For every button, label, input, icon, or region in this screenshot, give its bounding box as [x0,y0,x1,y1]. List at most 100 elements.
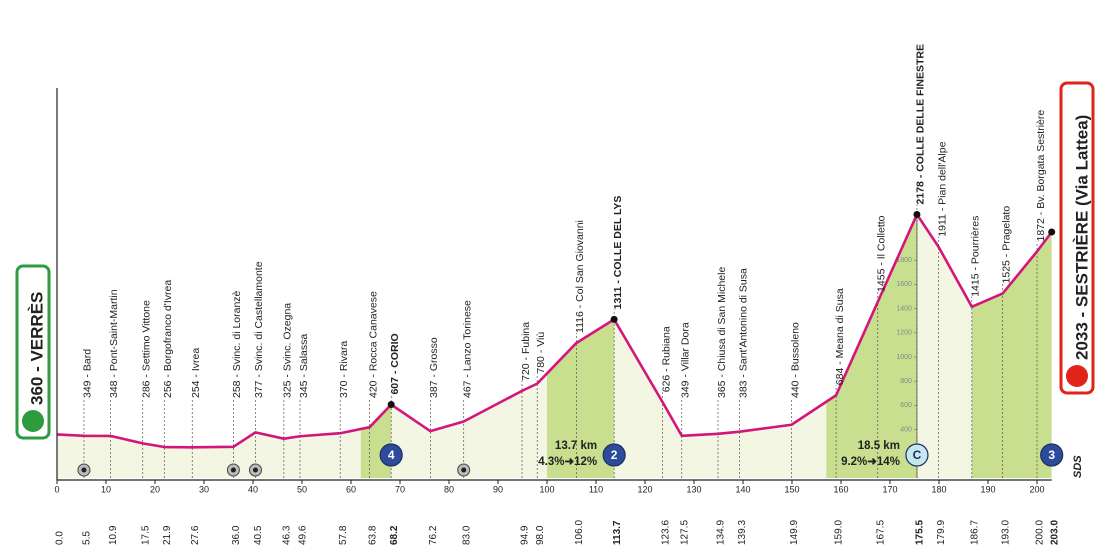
waypoint-label: 370 - Rivara [338,341,350,398]
km-label: 167.5 [875,520,886,545]
climb-category: 2 [611,448,618,462]
waypoint-label: 1911 - Pian dell'Alpe [936,141,948,236]
x-tick-label: 10 [101,484,111,494]
waypoint-label: 1311 - COLLE DEL LYS [612,196,624,310]
altitude-tick-label: 1800 [896,257,912,264]
x-tick-label: 150 [784,484,799,494]
waypoint-label: 286 - Settimo Vittone [141,300,153,398]
km-label: 17.5 [140,525,151,545]
km-label: 27.6 [190,525,201,545]
x-tick-label: 160 [833,484,848,494]
sprint-marker [77,463,91,477]
km-label: 179.9 [936,520,947,545]
sprint-inner [81,467,87,473]
km-label: 186.7 [969,520,980,545]
summit-dot [610,315,618,323]
climb-length: 18.5 km [858,440,900,452]
waypoint-label: 467 - Lanzo Torinese [461,300,473,398]
km-label: 193.0 [1000,520,1011,545]
start-box [15,264,51,440]
km-label: 127.5 [679,520,690,545]
summit-dot [387,401,395,409]
km-label: 40.5 [253,525,264,545]
x-tick-label: 30 [199,484,209,494]
sprint-marker [248,463,262,477]
start-label: 360 - VERRÈS [27,292,46,405]
logo: SDS [1072,455,1084,478]
km-label: 68.2 [389,525,400,545]
km-label: 123.6 [660,520,671,545]
waypoint-label: 365 - Chiusa di San Michele [716,267,728,398]
waypoint-label: 349 - Villar Dora [680,322,692,398]
x-tick-label: 0 [54,484,59,494]
climb-badge [602,443,626,467]
waypoint-label: 1415 - Pourrières [970,216,982,297]
climb-length: 13.7 km [555,440,597,452]
waypoint-label: 256 - Borgofranco d'Ivrea [162,280,174,398]
finish-dot [1048,228,1056,236]
x-tick-label: 140 [735,484,750,494]
finish-label: 2033 - SESTRIÈRE (Via Lattea) [1072,115,1091,360]
x-tick-label: 90 [493,484,503,494]
waypoint-label: 1116 - Col San Giovanni [574,220,586,333]
km-label: 76.2 [428,525,439,545]
start-icon [22,410,44,432]
climb-category: C [913,448,922,462]
km-label: 203.0 [1049,520,1060,545]
climb-gradient: 4.3%➜12% [538,456,597,468]
climb-category: 3 [1048,448,1055,462]
km-label: 83.0 [461,525,472,545]
climb-area [971,232,1052,478]
km-label: 46.3 [282,525,293,545]
km-label: 175.5 [915,520,926,545]
climb-area [826,214,917,478]
altitude-tick-label: 1000 [896,354,912,361]
km-label: 49.6 [298,525,309,545]
x-tick-label: 80 [444,484,454,494]
x-tick-label: 100 [539,484,554,494]
climb-badge [905,443,929,467]
waypoint-label: 607 - CORIO [389,333,401,394]
km-label: 134.9 [716,520,727,545]
finish-box [1059,81,1095,395]
sprint-inner [230,467,236,473]
waypoint-label: 420 - Rocca Canavese [367,291,379,398]
x-tick-label: 170 [882,484,897,494]
waypoint-label: 383 - Sant'Antonino di Susa [737,268,749,398]
km-label: 113.7 [612,520,623,545]
x-tick-label: 70 [395,484,405,494]
x-tick-label: 110 [589,484,603,494]
x-tick-label: 40 [248,484,258,494]
climb-gradient: 9.2%➜14% [841,456,900,468]
sprint-inner [461,467,467,473]
km-label: 98.0 [535,525,546,545]
altitude-tick-label: 1200 [896,330,912,337]
waypoint-label: 345 - Salassa [298,334,310,398]
profile-line [56,213,1053,449]
km-label: 5.5 [82,531,93,545]
sprint-inner [252,467,258,473]
km-label: 57.8 [338,525,349,545]
altitude-tick-label: 400 [900,426,912,433]
km-label: 106.0 [574,520,585,545]
km-label: 63.8 [367,525,378,545]
waypoint-label: 1455 - Il Colletto [876,215,888,292]
altitude-tick-label: 800 [900,378,912,385]
climb-badge [1040,443,1064,467]
sprint-marker [457,463,471,477]
x-tick-label: 130 [686,484,701,494]
x-tick-label: 200 [1029,484,1044,494]
waypoint-label: 720 - Fubina [520,322,532,381]
altitude-tick-label: 1600 [896,281,912,288]
km-label: 159.0 [834,520,845,545]
summit-dot [913,210,921,218]
sprint-marker [226,463,240,477]
km-label: 149.9 [789,520,800,545]
waypoint-label: 2178 - COLLE DELLE FINESTRE [915,44,927,204]
km-label: 139.3 [737,520,748,545]
climb-area [547,319,615,478]
altitude-tick-label: 1400 [896,305,912,312]
finish-icon [1066,365,1088,387]
waypoint-label: 780 - Viù [535,332,547,374]
